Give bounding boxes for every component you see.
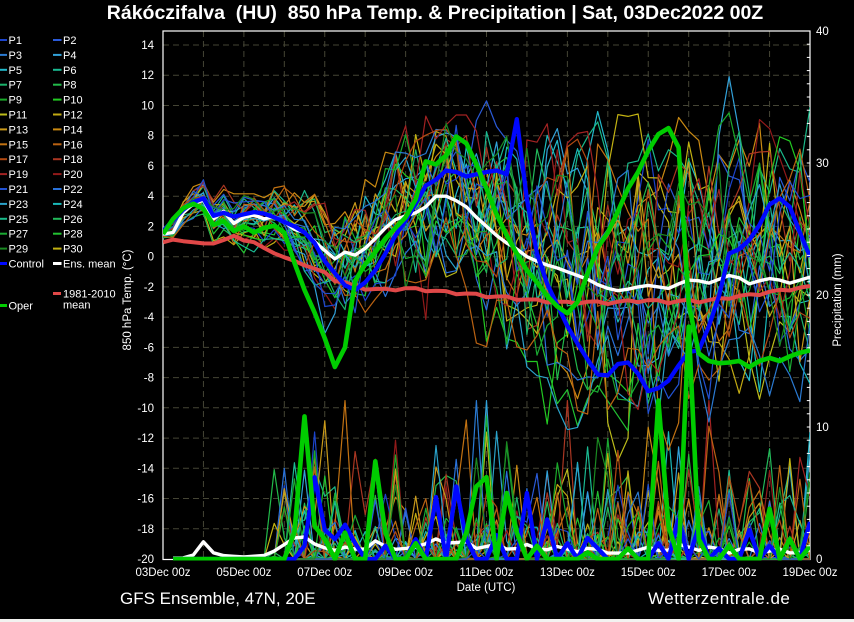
svg-text:P15: P15	[9, 139, 29, 151]
svg-text:P22: P22	[63, 184, 83, 196]
svg-text:13Dec 00z: 13Dec 00z	[540, 567, 595, 579]
svg-text:Rákóczifalva (HU) 850 hPa Te: Rákóczifalva (HU) 850 hPa Temp. & Precip…	[107, 2, 764, 24]
svg-text:17Dec 00z: 17Dec 00z	[702, 567, 757, 579]
svg-text:-10: -10	[137, 403, 154, 415]
svg-text:4: 4	[148, 191, 155, 203]
svg-text:P21: P21	[9, 184, 29, 196]
svg-text:Wetterzentrale.de: Wetterzentrale.de	[648, 589, 790, 608]
svg-text:-20: -20	[137, 554, 154, 566]
svg-text:P9: P9	[9, 95, 22, 107]
svg-text:P20: P20	[63, 169, 83, 181]
svg-text:-12: -12	[137, 433, 154, 445]
svg-text:-16: -16	[137, 494, 154, 506]
svg-text:Control: Control	[9, 259, 44, 271]
svg-text:0: 0	[816, 554, 822, 566]
svg-text:P25: P25	[9, 214, 29, 226]
svg-text:05Dec 00z: 05Dec 00z	[216, 567, 271, 579]
svg-text:-8: -8	[144, 373, 154, 385]
svg-text:P3: P3	[9, 50, 22, 62]
svg-text:-14: -14	[137, 463, 154, 475]
svg-text:0: 0	[148, 252, 154, 264]
svg-text:P23: P23	[9, 199, 29, 211]
svg-text:P5: P5	[9, 65, 22, 77]
svg-text:11Dec 00z: 11Dec 00z	[459, 567, 513, 579]
svg-text:Date (UTC): Date (UTC)	[457, 582, 516, 594]
svg-text:15Dec 00z: 15Dec 00z	[621, 567, 676, 579]
svg-text:14: 14	[141, 40, 154, 52]
svg-text:1981-2010: 1981-2010	[63, 289, 116, 301]
svg-text:Ens. mean: Ens. mean	[63, 259, 116, 271]
svg-text:P1: P1	[9, 35, 22, 47]
svg-text:09Dec 00z: 09Dec 00z	[378, 567, 433, 579]
svg-text:P4: P4	[63, 50, 76, 62]
svg-text:8: 8	[148, 131, 154, 143]
svg-text:40: 40	[816, 26, 829, 38]
svg-text:P19: P19	[9, 169, 29, 181]
svg-text:P26: P26	[63, 214, 83, 226]
svg-text:10: 10	[141, 101, 154, 113]
svg-text:30: 30	[816, 158, 829, 170]
svg-text:P12: P12	[63, 110, 83, 122]
svg-text:P18: P18	[63, 154, 83, 166]
svg-text:P11: P11	[9, 110, 28, 122]
svg-text:20: 20	[816, 290, 829, 302]
svg-text:-4: -4	[144, 312, 155, 324]
svg-text:P13: P13	[9, 124, 29, 136]
svg-text:P14: P14	[63, 124, 83, 136]
svg-text:6: 6	[148, 161, 154, 173]
svg-text:P10: P10	[63, 95, 83, 107]
svg-text:P30: P30	[63, 244, 83, 256]
svg-text:10: 10	[816, 422, 829, 434]
svg-text:P24: P24	[63, 199, 83, 211]
svg-text:P2: P2	[63, 35, 76, 47]
svg-text:07Dec 00z: 07Dec 00z	[297, 567, 352, 579]
svg-text:P16: P16	[63, 139, 83, 151]
svg-text:-18: -18	[137, 524, 154, 536]
svg-text:850 hPa Temp. (°C): 850 hPa Temp. (°C)	[122, 249, 134, 350]
svg-text:P7: P7	[9, 80, 22, 92]
svg-text:-6: -6	[144, 342, 154, 354]
svg-text:19Dec 00z: 19Dec 00z	[783, 567, 838, 579]
svg-text:P29: P29	[9, 244, 29, 256]
svg-text:P27: P27	[9, 229, 29, 241]
svg-text:P6: P6	[63, 65, 76, 77]
svg-text:mean: mean	[63, 300, 91, 312]
svg-text:12: 12	[141, 70, 154, 82]
svg-text:GFS Ensemble, 47N, 20E: GFS Ensemble, 47N, 20E	[120, 589, 316, 608]
svg-text:Oper: Oper	[9, 301, 34, 313]
svg-text:2: 2	[148, 221, 154, 233]
svg-text:03Dec 00z: 03Dec 00z	[136, 567, 191, 579]
svg-text:Precipitation (mm): Precipitation (mm)	[832, 253, 844, 346]
svg-text:-2: -2	[144, 282, 154, 294]
svg-text:P8: P8	[63, 80, 76, 92]
svg-text:P28: P28	[63, 229, 83, 241]
svg-text:P17: P17	[9, 154, 29, 166]
